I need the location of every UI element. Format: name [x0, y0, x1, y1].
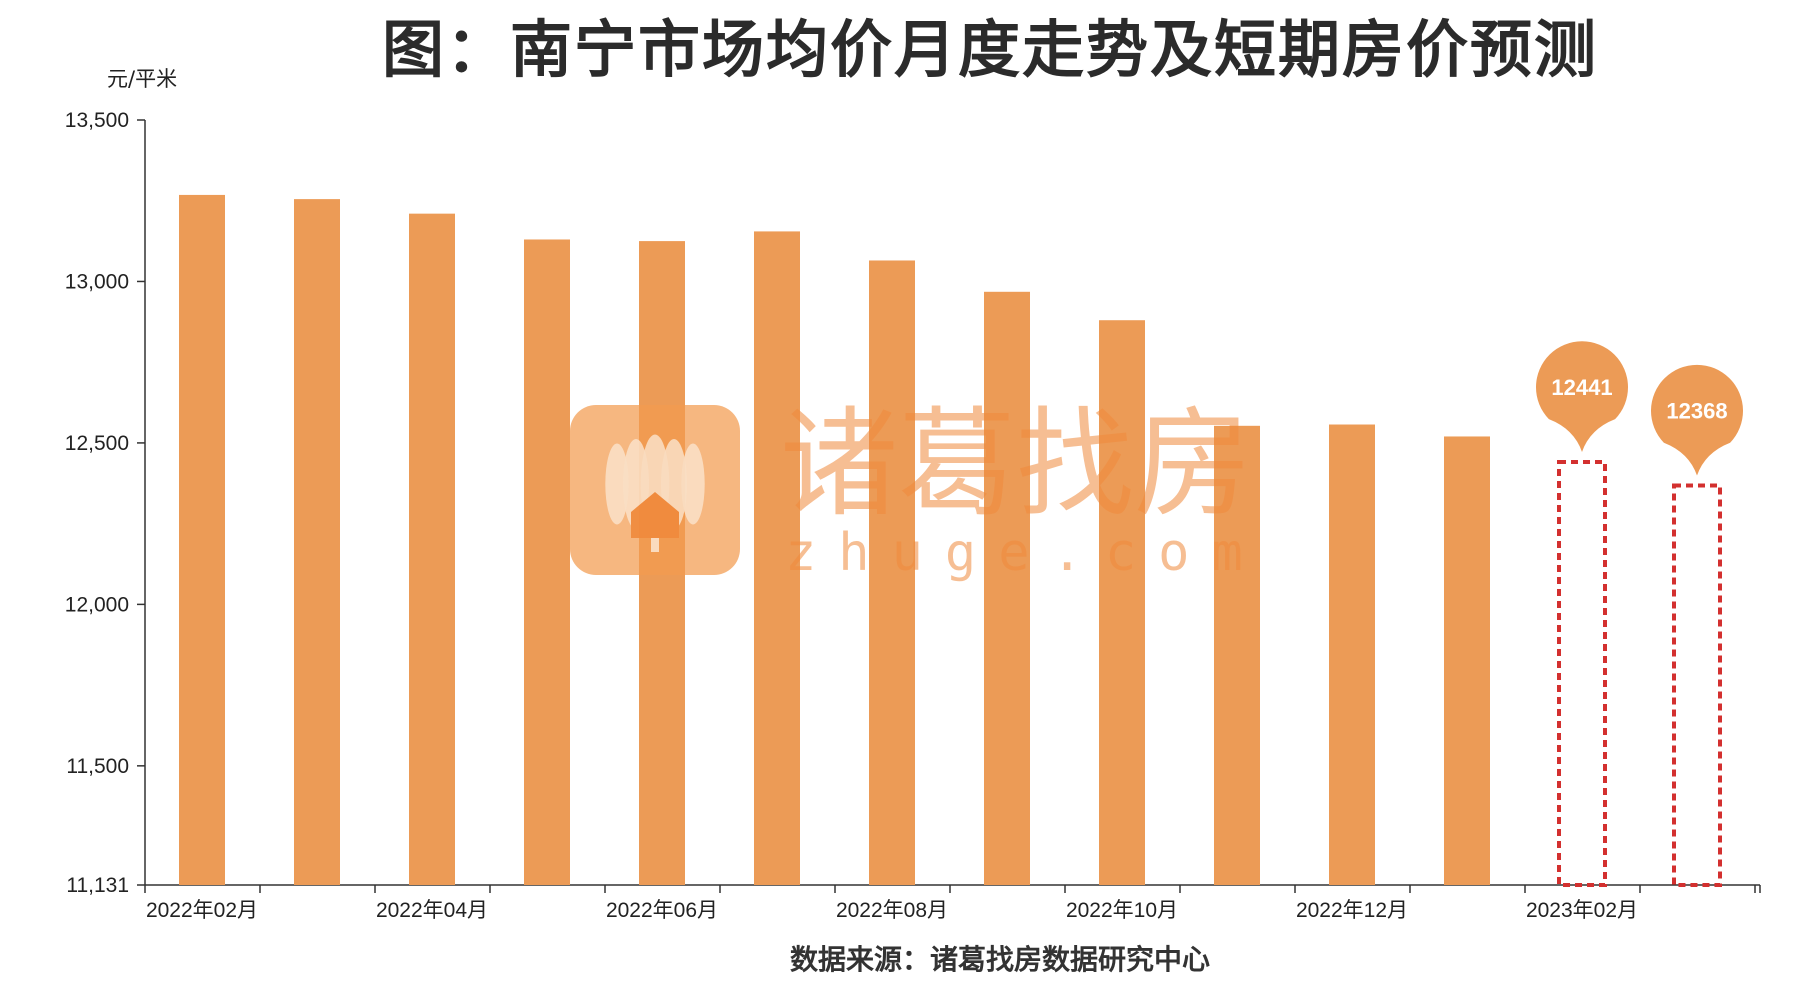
bar [984, 291, 1030, 885]
watermark-petal [681, 443, 705, 525]
data-source-note: 数据来源：诸葛找房数据研究中心 [789, 943, 1210, 976]
x-tick-label: 2022年04月 [376, 899, 488, 922]
watermark-brand-cn: 诸葛找房 [780, 395, 1252, 533]
x-tick-label: 2023年02月 [1526, 899, 1638, 922]
bar [1214, 425, 1260, 885]
y-tick-label: 11,500 [66, 755, 129, 778]
watermark-lotus-icon [605, 434, 705, 552]
forecast-bar [1672, 483, 1722, 887]
bubble-value-label: 12368 [1666, 399, 1727, 424]
forecast-value-bubble: 12441 [1536, 341, 1628, 452]
bar [1099, 320, 1145, 885]
bar [524, 239, 570, 886]
x-tick-label: 2022年10月 [1066, 899, 1178, 922]
y-tick-label: 13,000 [65, 270, 129, 293]
bubble-value-label: 12441 [1551, 375, 1612, 400]
forecast-bar [1557, 459, 1607, 887]
watermark-stem [651, 538, 659, 552]
x-tick-label: 2022年02月 [146, 899, 258, 922]
bar [179, 194, 225, 885]
y-tick-label: 12,500 [65, 432, 129, 455]
y-tick-label: 11,131 [66, 874, 129, 897]
bubble-pin-shape [1536, 341, 1628, 452]
chart-annotations: 12441 12368 [1536, 341, 1743, 476]
bar [409, 213, 455, 886]
y-tick-label: 13,500 [65, 109, 129, 132]
bar [294, 199, 340, 885]
chart-title: 图：南宁市场均价月度走势及短期房价预测 [381, 13, 1598, 86]
forecast-value-bubble: 12368 [1651, 364, 1743, 476]
watermark-house-shape [631, 492, 679, 538]
bubble-pin-shape [1651, 364, 1743, 476]
watermark-brand-en: zhuge.com [785, 523, 1265, 583]
x-tick-label: 2022年12月 [1296, 899, 1408, 922]
y-tick-label: 12,000 [65, 593, 129, 616]
chart-bars [179, 194, 1722, 887]
watermark-petal [605, 443, 629, 525]
bar [1444, 436, 1490, 885]
bar [754, 231, 800, 885]
x-tick-label: 2022年08月 [836, 899, 948, 922]
chart-axes: 元/平米 11,131 11,500 12,000 12,500 13,000 13,500… [65, 67, 1761, 922]
x-tick-label: 2022年06月 [606, 899, 718, 922]
y-axis-unit-label: 元/平米 [107, 67, 177, 91]
bar [869, 260, 915, 885]
bar [1329, 424, 1375, 885]
